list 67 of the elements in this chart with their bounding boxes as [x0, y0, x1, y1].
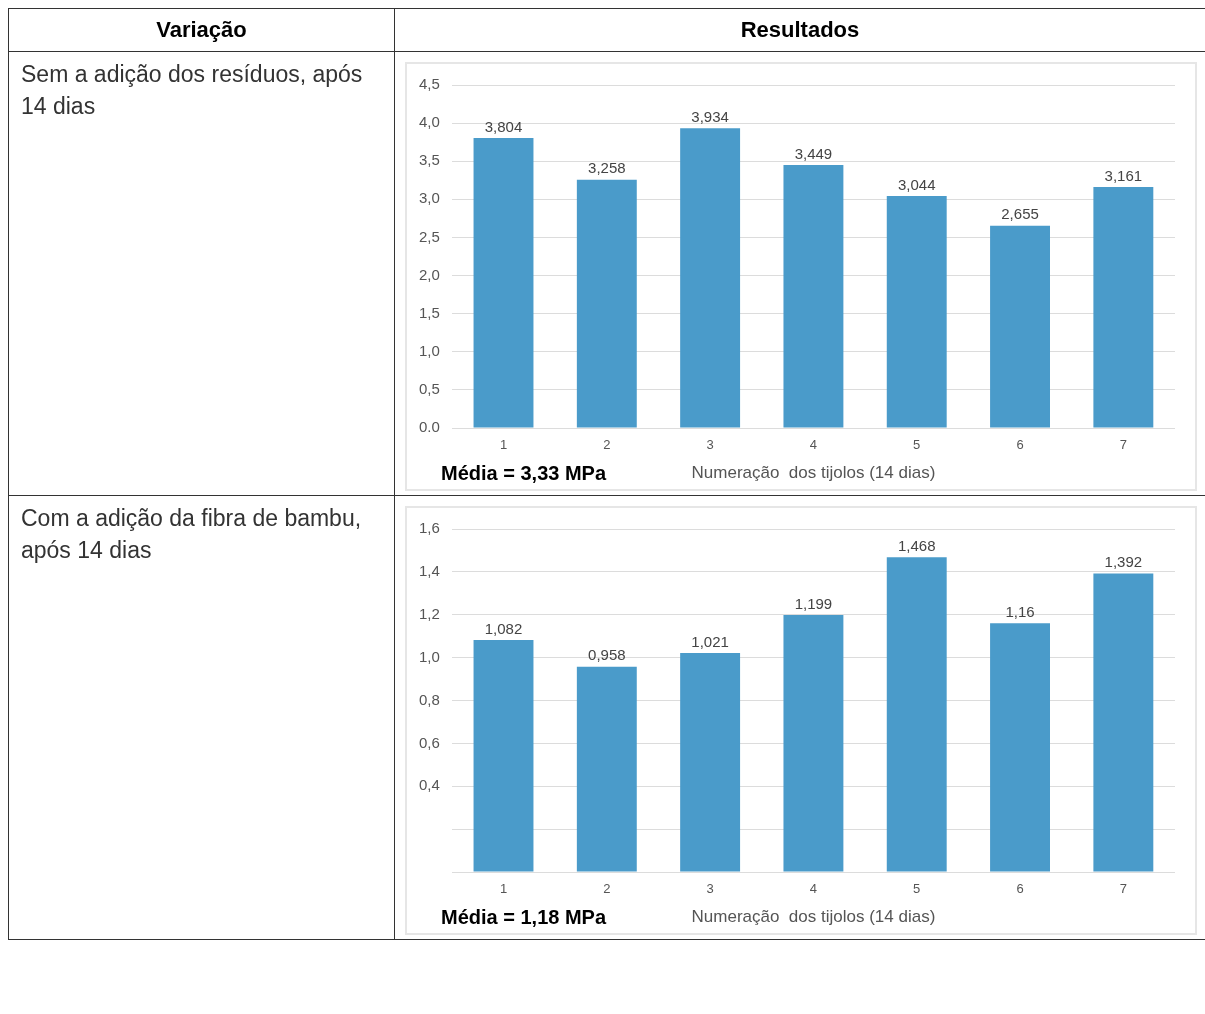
- y-tick-label: 0,5: [418, 380, 440, 398]
- y-tick-label: 2,5: [418, 227, 440, 245]
- bar: [680, 653, 741, 872]
- y-tick-label: 1,0: [418, 647, 440, 665]
- x-tick-label: 2: [603, 881, 611, 897]
- bar: [783, 165, 844, 428]
- x-tick-label: 5: [913, 881, 921, 897]
- bar: [576, 666, 637, 872]
- bar: [473, 138, 534, 428]
- text: Média = 3,33 MPa: [441, 462, 607, 484]
- x-axis-title: Numeração dos tijolos (14 dias): [691, 907, 936, 927]
- data-label: 1,16: [1005, 602, 1035, 620]
- y-tick-label: 1,5: [418, 303, 440, 321]
- x-tick-label: 1: [499, 881, 508, 897]
- x-tick-label: 7: [1119, 881, 1127, 897]
- x-tick-label: 6: [1016, 881, 1024, 897]
- data-label: 3,044: [897, 175, 936, 193]
- data-label: 2,655: [1001, 205, 1039, 223]
- y-tick-label: 4,0: [418, 113, 440, 131]
- text: Sem a adição dos resíduos, após 14 dias: [8, 51, 395, 496]
- x-tick-label: 5: [913, 437, 921, 453]
- x-tick-label: 6: [1016, 437, 1024, 453]
- y-tick-label: 3,5: [418, 151, 440, 169]
- data-label: 0,958: [588, 646, 626, 664]
- x-tick-label: 4: [809, 881, 818, 897]
- bar: [990, 225, 1050, 428]
- bar: [990, 623, 1050, 872]
- bar: [473, 640, 534, 872]
- data-label: 3,258: [588, 159, 626, 177]
- y-tick-label: 1,6: [418, 519, 440, 537]
- data-label: 3,161: [1104, 166, 1143, 184]
- data-label: 3,934: [691, 107, 729, 125]
- bar: [680, 128, 741, 428]
- text: Resultados: [394, 8, 1205, 52]
- y-tick-label: 0,8: [418, 690, 440, 708]
- y-tick-label: 4,5: [418, 75, 440, 93]
- bar: [576, 179, 637, 428]
- data-label: 3,804: [484, 117, 523, 135]
- data-label: 1,468: [897, 536, 936, 554]
- text: Com a adição da fibra de bambu, após 14 dias: [8, 495, 395, 940]
- bar: [886, 557, 947, 872]
- data-label: 1,082: [484, 619, 523, 637]
- x-tick-label: 7: [1119, 437, 1127, 453]
- y-tick-label: 2,0: [418, 265, 440, 283]
- y-tick-label: 0,4: [418, 776, 440, 794]
- x-tick-label: 3: [706, 881, 714, 897]
- x-axis-title: Numeração dos tijolos (14 dias): [691, 463, 936, 483]
- y-tick-label: 1,0: [418, 341, 440, 359]
- data-label: 3,449: [794, 144, 833, 162]
- x-tick-label: 3: [706, 437, 714, 453]
- data-label: 1,199: [794, 594, 833, 612]
- x-tick-label: 1: [499, 437, 508, 453]
- text: Média = 1,18 MPa: [441, 906, 607, 928]
- bar: [1093, 573, 1154, 872]
- x-tick-label: 4: [809, 437, 818, 453]
- y-tick-label: 0.0: [418, 418, 440, 436]
- text: Variação: [8, 8, 395, 52]
- y-tick-label: 3,0: [418, 189, 440, 207]
- data-label: 1,392: [1104, 553, 1143, 571]
- bar: [1093, 187, 1154, 428]
- x-tick-label: 2: [603, 437, 611, 453]
- y-tick-label: 1,2: [418, 604, 440, 622]
- bar: [783, 614, 844, 872]
- y-tick-label: 0,6: [418, 733, 440, 751]
- y-tick-label: 1,4: [418, 562, 440, 580]
- data-label: 1,021: [691, 632, 729, 650]
- bar: [886, 195, 947, 428]
